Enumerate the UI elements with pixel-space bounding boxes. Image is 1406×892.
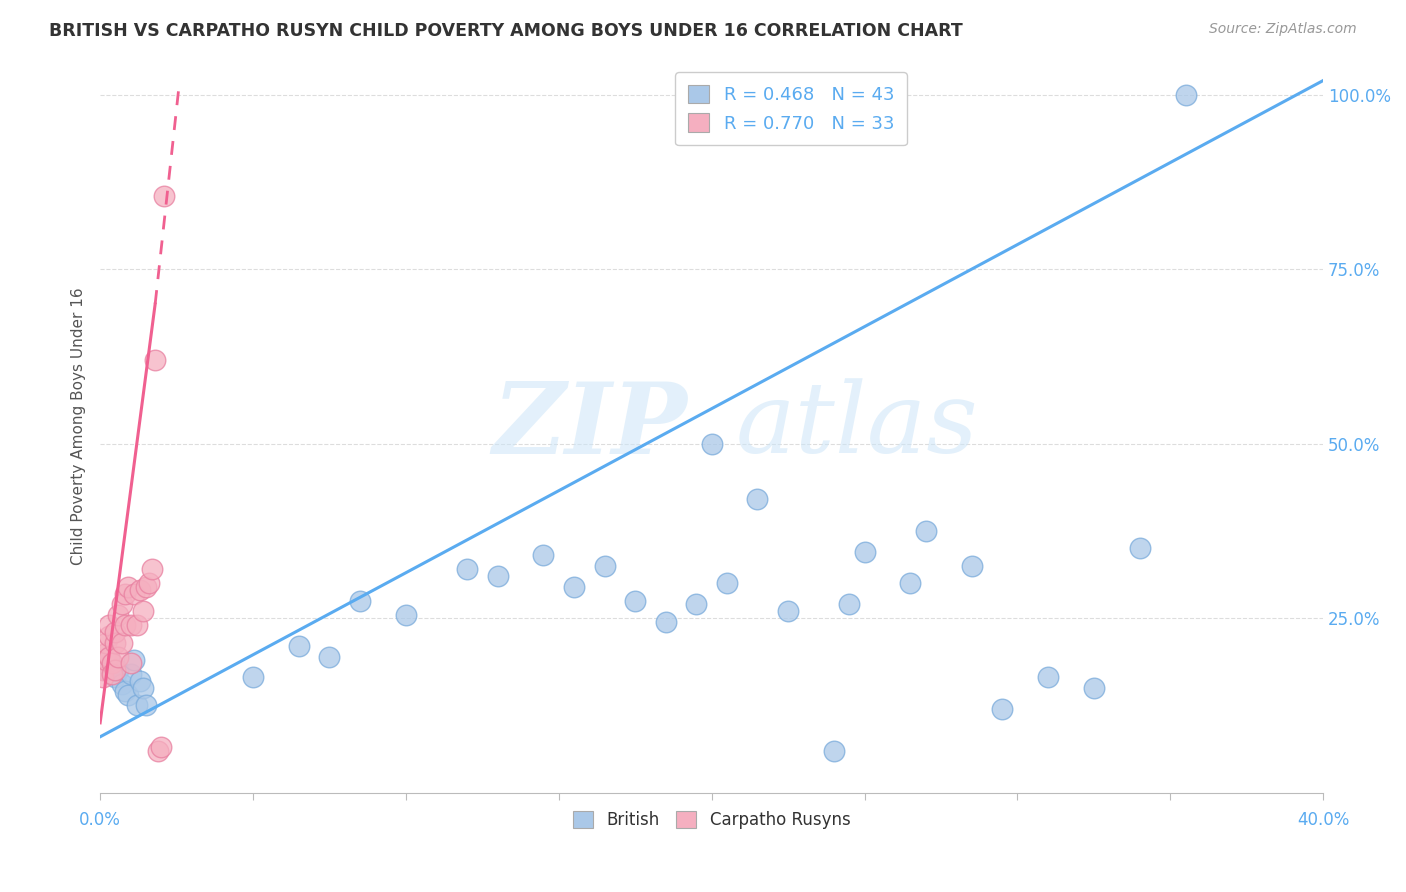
Point xyxy=(98,649,121,664)
Text: 0.0%: 0.0% xyxy=(79,811,121,829)
Point xyxy=(456,562,478,576)
Point xyxy=(96,664,118,678)
Point xyxy=(114,618,136,632)
Point xyxy=(125,698,148,713)
Point xyxy=(96,635,118,649)
Point xyxy=(349,593,371,607)
Point xyxy=(318,649,340,664)
Point xyxy=(132,681,155,695)
Point xyxy=(148,744,170,758)
Text: 40.0%: 40.0% xyxy=(1296,811,1350,829)
Point xyxy=(101,657,124,671)
Point xyxy=(107,607,129,622)
Point xyxy=(104,664,127,678)
Point xyxy=(700,436,723,450)
Point xyxy=(120,657,142,671)
Point xyxy=(122,587,145,601)
Point xyxy=(107,664,129,678)
Point xyxy=(135,580,157,594)
Point xyxy=(655,615,678,629)
Point xyxy=(120,618,142,632)
Point xyxy=(125,618,148,632)
Point xyxy=(96,646,118,660)
Point xyxy=(138,576,160,591)
Point xyxy=(120,667,142,681)
Point xyxy=(132,604,155,618)
Text: BRITISH VS CARPATHO RUSYN CHILD POVERTY AMONG BOYS UNDER 16 CORRELATION CHART: BRITISH VS CARPATHO RUSYN CHILD POVERTY … xyxy=(49,22,963,40)
Point xyxy=(562,580,585,594)
Point xyxy=(101,660,124,674)
Point xyxy=(153,188,176,202)
Point xyxy=(853,545,876,559)
Point xyxy=(110,677,132,691)
Point xyxy=(747,492,769,507)
Point xyxy=(128,673,150,688)
Point xyxy=(914,524,936,538)
Point xyxy=(141,562,163,576)
Point xyxy=(91,670,114,684)
Point xyxy=(1083,681,1105,695)
Point xyxy=(128,583,150,598)
Point xyxy=(96,653,118,667)
Point xyxy=(150,740,173,755)
Legend: British, Carpatho Rusyns: British, Carpatho Rusyns xyxy=(567,804,858,836)
Point xyxy=(101,667,124,681)
Point xyxy=(593,558,616,573)
Point xyxy=(533,549,555,563)
Text: ZIP: ZIP xyxy=(492,378,688,475)
Point xyxy=(114,587,136,601)
Point xyxy=(91,657,114,671)
Point xyxy=(135,698,157,713)
Point xyxy=(107,649,129,664)
Point xyxy=(143,352,166,367)
Point xyxy=(823,744,845,758)
Point xyxy=(1174,87,1197,102)
Y-axis label: Child Poverty Among Boys Under 16: Child Poverty Among Boys Under 16 xyxy=(72,287,86,565)
Point xyxy=(991,702,1014,716)
Point xyxy=(1036,670,1059,684)
Point xyxy=(1129,541,1152,556)
Text: atlas: atlas xyxy=(737,378,979,474)
Point xyxy=(98,649,121,664)
Point xyxy=(486,569,509,583)
Point xyxy=(104,625,127,640)
Point xyxy=(242,670,264,684)
Point xyxy=(778,604,800,618)
Point xyxy=(117,580,139,594)
Point xyxy=(288,639,311,653)
Point xyxy=(838,597,860,611)
Point xyxy=(114,684,136,698)
Text: Source: ZipAtlas.com: Source: ZipAtlas.com xyxy=(1209,22,1357,37)
Point xyxy=(624,593,647,607)
Point xyxy=(110,635,132,649)
Point xyxy=(716,576,738,591)
Point xyxy=(104,635,127,649)
Point xyxy=(960,558,983,573)
Point xyxy=(104,670,127,684)
Point xyxy=(122,653,145,667)
Point xyxy=(98,618,121,632)
Point xyxy=(110,597,132,611)
Point xyxy=(98,629,121,643)
Point xyxy=(898,576,921,591)
Point xyxy=(117,688,139,702)
Point xyxy=(91,664,114,678)
Point xyxy=(395,607,418,622)
Point xyxy=(685,597,707,611)
